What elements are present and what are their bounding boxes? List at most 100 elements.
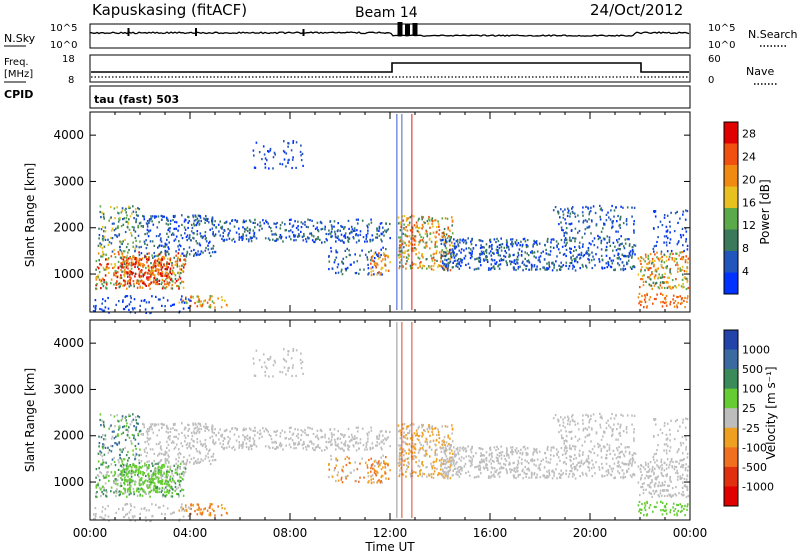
data-cell bbox=[458, 263, 461, 266]
data-cell bbox=[407, 457, 410, 460]
data-cell bbox=[261, 227, 263, 230]
data-cell bbox=[336, 459, 339, 462]
data-cell bbox=[142, 263, 144, 266]
data-cell bbox=[126, 271, 128, 274]
data-cell bbox=[181, 477, 184, 481]
data-cell bbox=[241, 446, 244, 449]
data-cell bbox=[102, 474, 105, 477]
data-cell bbox=[229, 229, 231, 232]
data-cell bbox=[150, 217, 153, 220]
data-cell bbox=[378, 433, 381, 436]
data-cell bbox=[222, 231, 225, 234]
data-cell bbox=[376, 471, 379, 474]
data-cell bbox=[175, 221, 178, 224]
data-cell bbox=[129, 282, 131, 285]
data-cell bbox=[122, 223, 125, 226]
data-cell bbox=[178, 451, 181, 454]
velocity-data bbox=[92, 322, 690, 523]
data-cell bbox=[115, 234, 118, 237]
data-cell bbox=[293, 447, 295, 450]
data-cell bbox=[174, 485, 177, 489]
data-cell bbox=[444, 425, 447, 428]
data-cell bbox=[669, 238, 672, 241]
data-cell bbox=[121, 254, 124, 257]
data-cell bbox=[99, 205, 102, 208]
data-cell bbox=[161, 271, 163, 274]
data-cell bbox=[461, 258, 463, 262]
data-cell bbox=[130, 440, 132, 443]
data-cell bbox=[399, 250, 402, 253]
data-cell bbox=[653, 263, 655, 266]
data-cell bbox=[333, 428, 336, 431]
data-cell bbox=[115, 442, 118, 445]
data-cell bbox=[486, 260, 489, 263]
data-cell bbox=[418, 465, 421, 468]
data-cell bbox=[336, 444, 339, 448]
data-cell bbox=[297, 234, 300, 237]
data-cell bbox=[367, 229, 369, 232]
data-cell bbox=[197, 220, 199, 223]
data-cell bbox=[434, 243, 436, 246]
data-cell bbox=[103, 487, 105, 490]
data-cell bbox=[102, 285, 105, 288]
data-cell bbox=[129, 269, 132, 273]
data-cell bbox=[411, 436, 414, 439]
data-cell bbox=[546, 262, 548, 265]
data-cell bbox=[610, 259, 613, 262]
data-cell bbox=[262, 219, 264, 222]
data-cell bbox=[172, 479, 174, 482]
data-cell bbox=[356, 229, 358, 232]
data-cell bbox=[307, 236, 309, 239]
data-cell bbox=[153, 244, 156, 247]
data-cell bbox=[608, 216, 610, 219]
data-cell bbox=[438, 472, 441, 475]
data-cell bbox=[274, 447, 276, 450]
data-cell bbox=[403, 435, 405, 438]
data-cell bbox=[190, 457, 193, 461]
data-cell bbox=[655, 244, 657, 247]
data-cell bbox=[131, 472, 133, 475]
data-cell bbox=[166, 232, 168, 235]
data-cell bbox=[246, 434, 249, 437]
data-cell bbox=[140, 269, 143, 272]
data-cell bbox=[128, 493, 131, 496]
data-cell bbox=[295, 434, 298, 438]
data-cell bbox=[275, 226, 278, 229]
data-cell bbox=[131, 264, 133, 267]
data-cell bbox=[422, 464, 424, 467]
data-cell bbox=[170, 273, 173, 276]
data-cell bbox=[259, 432, 262, 435]
data-cell bbox=[447, 474, 449, 477]
data-cell bbox=[221, 507, 223, 510]
data-cell bbox=[361, 219, 364, 222]
data-cell bbox=[570, 256, 572, 259]
data-cell bbox=[205, 448, 208, 451]
data-cell bbox=[147, 229, 150, 232]
data-cell bbox=[121, 462, 124, 465]
data-cell bbox=[298, 441, 300, 444]
beam-title: Beam 14 bbox=[355, 5, 418, 21]
data-cell bbox=[103, 309, 106, 312]
data-cell bbox=[570, 455, 572, 458]
data-cell bbox=[113, 430, 115, 433]
data-cell bbox=[330, 458, 333, 461]
data-cell bbox=[370, 221, 373, 224]
data-cell bbox=[110, 206, 112, 209]
data-cell bbox=[282, 357, 285, 361]
data-cell bbox=[661, 255, 663, 258]
data-cell bbox=[405, 452, 408, 455]
data-cell bbox=[326, 239, 328, 242]
data-cell bbox=[161, 495, 164, 498]
data-cell bbox=[110, 229, 113, 232]
data-cell bbox=[122, 258, 125, 261]
data-cell bbox=[226, 238, 228, 241]
data-cell bbox=[245, 445, 248, 449]
data-cell bbox=[351, 436, 354, 439]
data-cell bbox=[531, 252, 534, 255]
data-cell bbox=[344, 443, 346, 446]
data-cell bbox=[572, 264, 574, 267]
data-cell bbox=[150, 281, 152, 284]
data-cell bbox=[232, 237, 235, 240]
data-cell bbox=[174, 482, 177, 485]
data-cell bbox=[500, 237, 502, 240]
